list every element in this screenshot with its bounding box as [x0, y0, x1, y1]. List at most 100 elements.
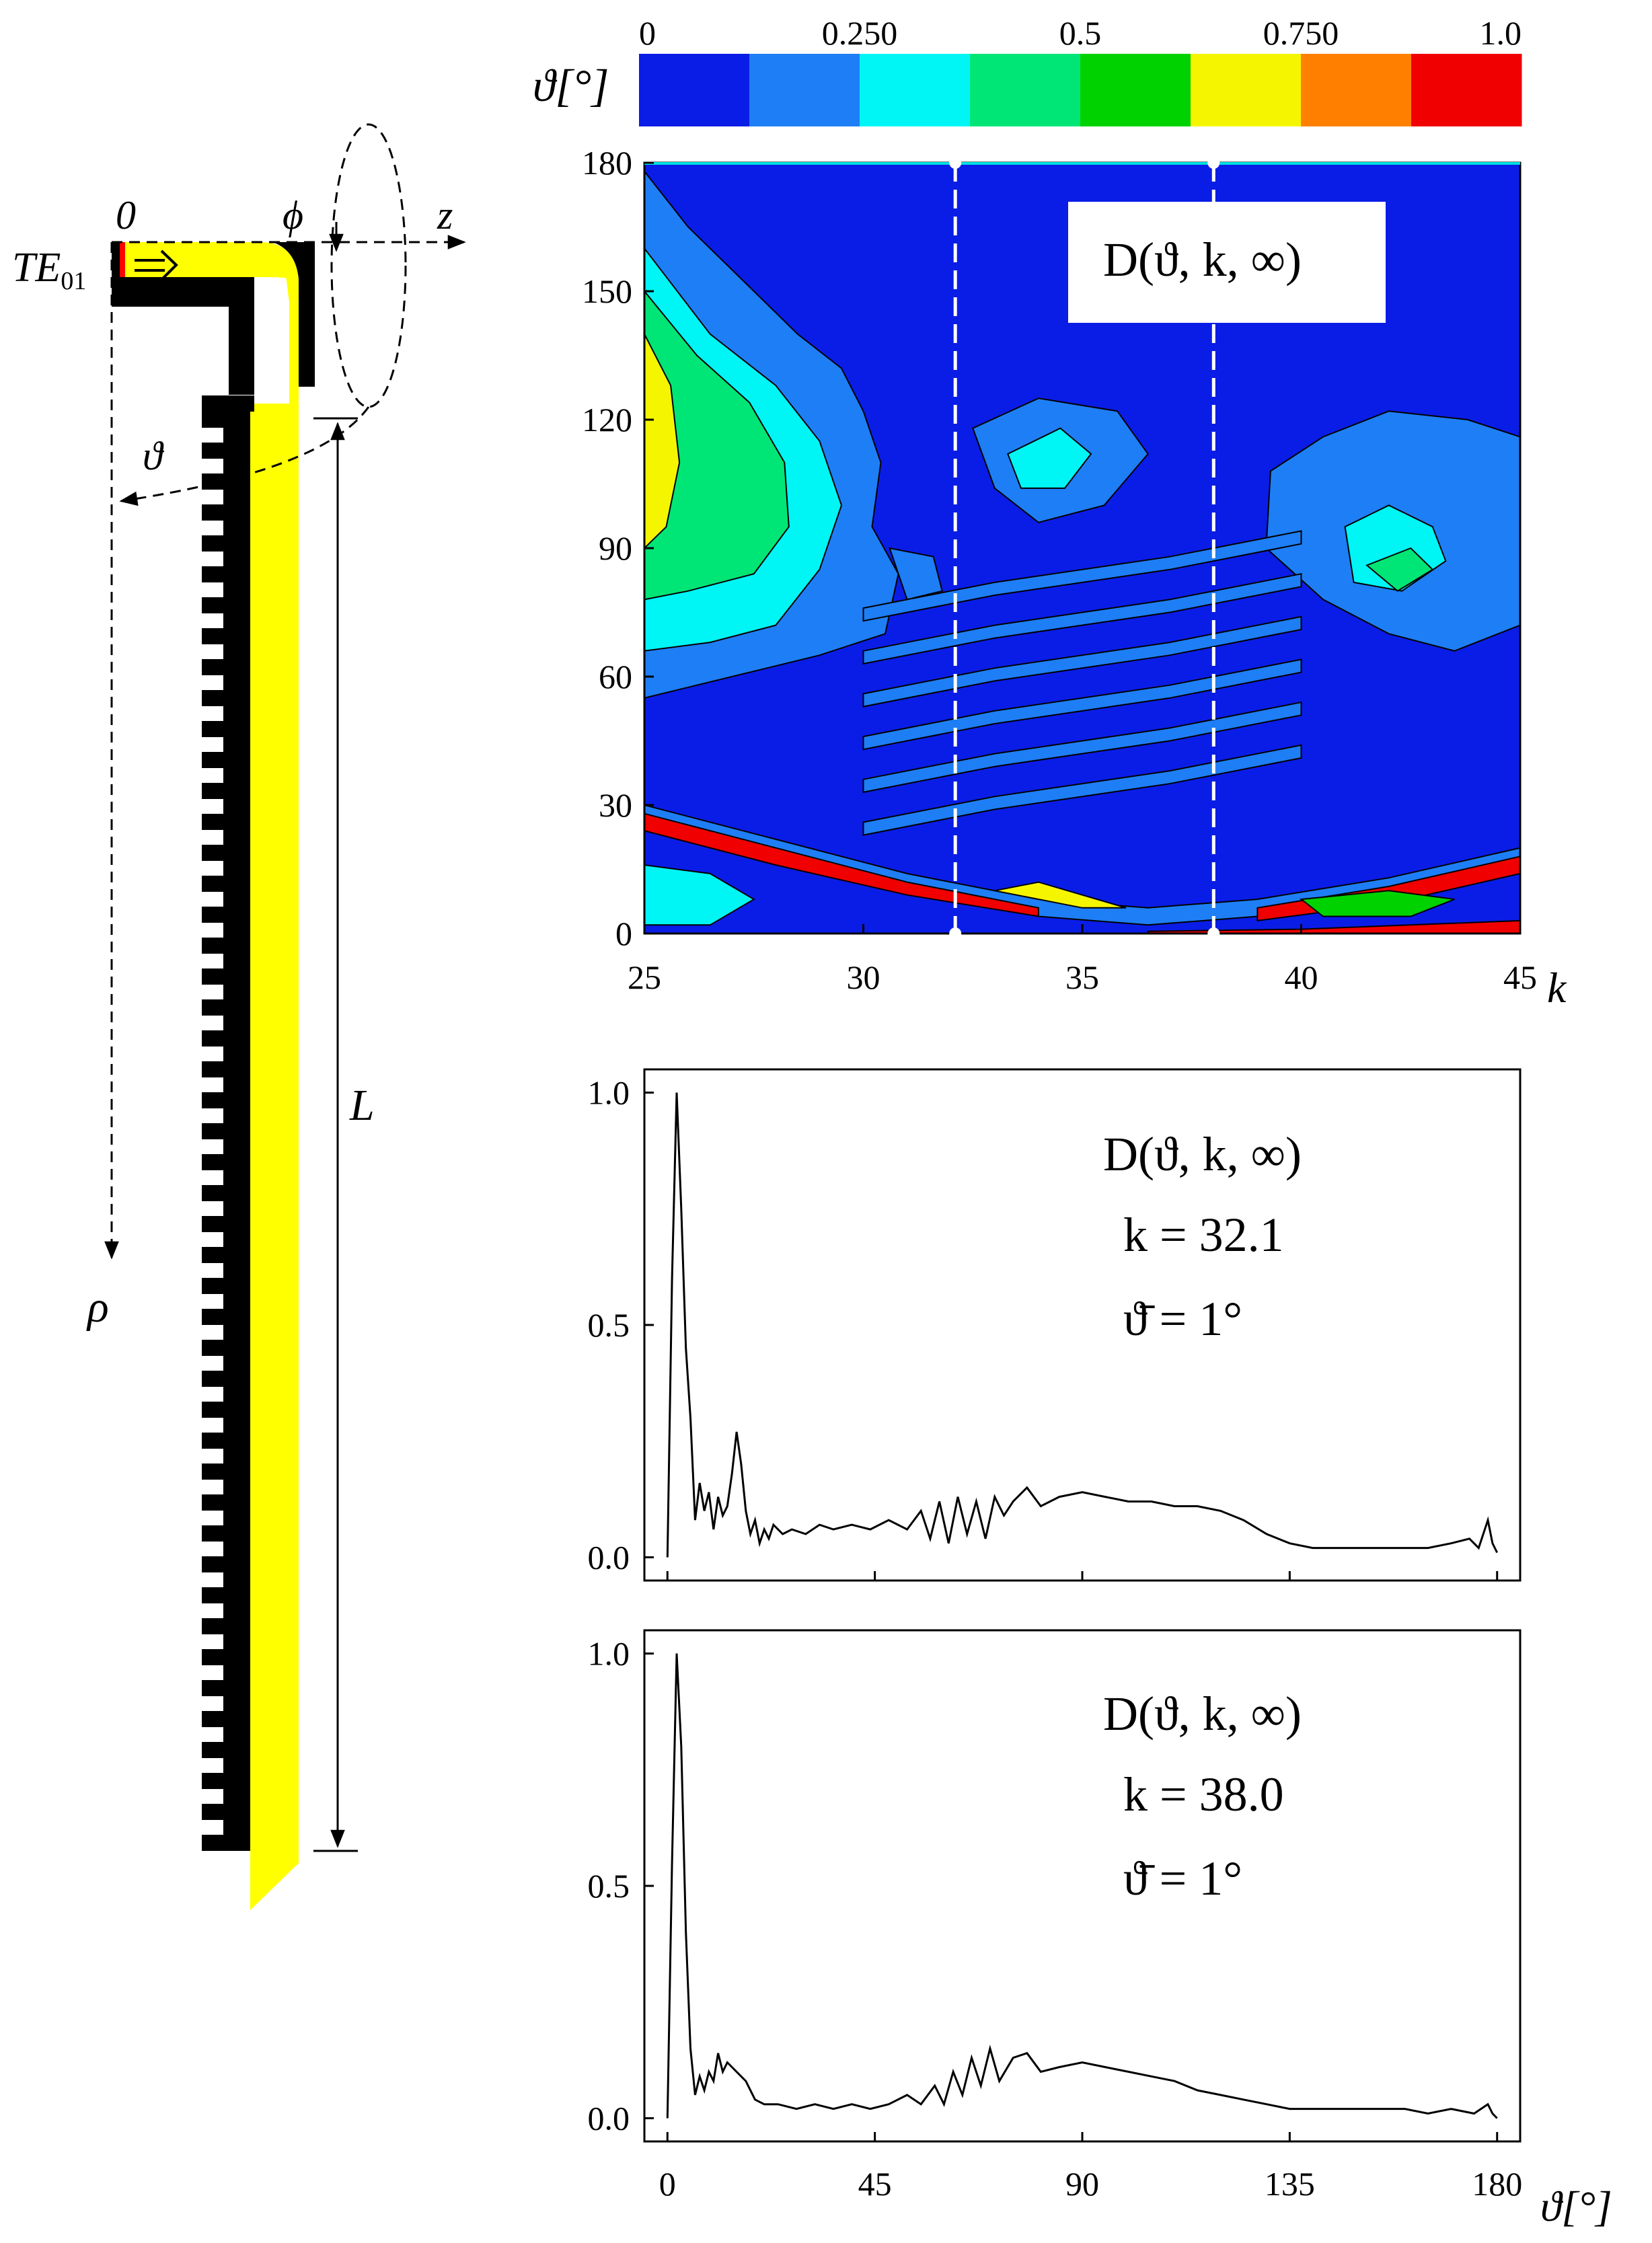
corrugation-tooth — [202, 1309, 225, 1325]
colorbar-label: ϑ[°] — [533, 60, 609, 111]
line-x-tick-label: 90 — [1065, 2165, 1099, 2203]
line2-frame — [643, 1629, 1522, 2143]
marked-k-dot — [949, 157, 962, 169]
corrugation-tooth — [202, 938, 225, 954]
heatmap-x-tick-label: 40 — [1285, 958, 1318, 996]
line-x-tick-label: 180 — [1472, 2165, 1522, 2203]
heatmap-y-tick-label: 180 — [582, 144, 632, 182]
corrugation-tooth — [202, 1618, 225, 1634]
phi-label: ϕ — [283, 193, 303, 237]
heatmap-y-tick-label: 120 — [582, 401, 632, 439]
theta-arc — [119, 406, 370, 506]
corrugation-tooth — [202, 1742, 225, 1758]
colorbar-tick-labels: 0 0.250 0.5 0.750 1.0 — [639, 14, 1522, 52]
heatmap-title: D(ϑ, k, ∞) — [1103, 233, 1302, 287]
z-label: z — [437, 193, 453, 237]
line2-series — [666, 1653, 1498, 2119]
colorbar-tick-label: 0.750 — [1263, 14, 1339, 52]
line1-x-ticks — [666, 1571, 1499, 1581]
colorbar-segment — [1080, 54, 1191, 126]
corrugation-tooth — [202, 1773, 225, 1789]
line-x-tick-label: 0 — [659, 2165, 676, 2203]
corrugation-tooth — [202, 1433, 225, 1449]
corrugation-tooth — [202, 752, 225, 768]
contour-region — [1007, 427, 1092, 489]
line-y-tick-label: 0.0 — [588, 1538, 630, 1576]
marked-k-dot — [1207, 157, 1220, 169]
corrugation-tooth — [202, 473, 225, 490]
waveguide-outer-wall — [272, 242, 315, 387]
heatmap-x-tick-label: 45 — [1503, 958, 1537, 996]
contour-region — [1365, 547, 1434, 592]
corrugation-tooth — [202, 999, 225, 1016]
corrugation-tooth — [202, 504, 225, 521]
line1-annotation-k: k = 32.1 — [1123, 1208, 1284, 1262]
contour-region — [644, 334, 681, 549]
corrugation-tooth — [202, 1649, 225, 1665]
line1-annotation-theta: ϑ̄ = 1° — [1123, 1292, 1242, 1346]
line2-y-ticks: 0.0 0.5 1.0 — [588, 1635, 654, 2137]
marked-k-lines — [949, 157, 1220, 940]
corrugation-tooth — [202, 1556, 225, 1572]
input-arrow-icon — [135, 250, 178, 281]
corrugation-tooth — [202, 1494, 225, 1511]
heatmap-legend-box — [1068, 202, 1386, 323]
colorbar-segment — [749, 54, 860, 126]
input-port-left-wall — [112, 242, 120, 277]
corrugation-tooth — [202, 968, 225, 985]
corrugation-tooth — [202, 1278, 225, 1294]
heatmap-y-tick-label: 150 — [582, 272, 632, 310]
corrugation-tooth — [202, 443, 225, 459]
corrugated-wall — [202, 404, 250, 1851]
heatmap-y-tick-label: 30 — [599, 786, 632, 824]
colorbar-segments — [639, 54, 1522, 126]
line-chart-k38: 0.0 0.5 1.0 0 45 90 135 180 D(ϑ, k, ∞) k = 38.… — [588, 1629, 1612, 2230]
corrugation-tooth — [202, 690, 225, 706]
colorbar-tick-label: 0.5 — [1059, 14, 1102, 52]
corrugation-tooth — [202, 566, 225, 582]
contour-band — [644, 812, 1039, 917]
corrugation-tooth — [202, 1587, 225, 1603]
corrugation-tooth — [202, 628, 225, 644]
corrugation-tooth — [202, 876, 225, 892]
corrugation-tooth — [202, 1711, 225, 1727]
corrugation-tooth — [202, 1123, 225, 1139]
line2-x-label: ϑ[°] — [1540, 2182, 1612, 2230]
heatmap-x-tick-label: 25 — [628, 958, 661, 996]
contour-band — [862, 744, 1302, 836]
corrugation-tooth — [202, 597, 225, 613]
corrugation-tooth — [202, 814, 225, 830]
line1-series — [666, 1092, 1499, 1558]
corrugation-tooth — [202, 721, 225, 737]
corrugation-spine — [223, 404, 250, 1851]
contour-band — [862, 530, 1302, 622]
marked-k-dot — [949, 927, 962, 940]
heatmap-contours — [644, 170, 1520, 934]
line-y-tick-label: 1.0 — [588, 1074, 630, 1112]
line1-y-ticks: 0.0 0.5 1.0 — [588, 1074, 654, 1576]
inner-wall — [229, 277, 254, 395]
mode-label: TE01 — [12, 245, 86, 295]
colorbar-tick-label: 1.0 — [1480, 14, 1522, 52]
corrugation-tooth — [202, 1061, 225, 1077]
corrugation-tooth — [202, 783, 225, 799]
colorbar-segment — [639, 54, 750, 126]
corrugation-tooth — [202, 1525, 225, 1542]
contour-band — [862, 658, 1302, 751]
line-y-tick-label: 0.0 — [588, 2099, 630, 2137]
corrugation-tooth — [202, 659, 225, 675]
colorbar-tick-label: 0 — [639, 14, 656, 52]
contour-band — [994, 881, 1127, 909]
length-label: L — [349, 1081, 375, 1130]
colorbar-tick-label: 0.250 — [822, 14, 898, 52]
corrugation-tooth — [202, 1835, 225, 1851]
line-chart-k32: 0.0 0.5 1.0 D(ϑ, k, ∞) k = 32.1 ϑ̄ = 1° — [588, 1068, 1522, 1582]
waveguide-top-channel — [120, 242, 299, 1910]
corrugation-tooth — [202, 1371, 225, 1387]
colorbar-segment — [860, 54, 971, 126]
corrugation-tooth — [202, 1154, 225, 1170]
line1-title: D(ϑ, k, ∞) — [1103, 1127, 1302, 1181]
contour-region — [1299, 890, 1455, 917]
heatmap-y-tick-label: 0 — [615, 915, 632, 952]
